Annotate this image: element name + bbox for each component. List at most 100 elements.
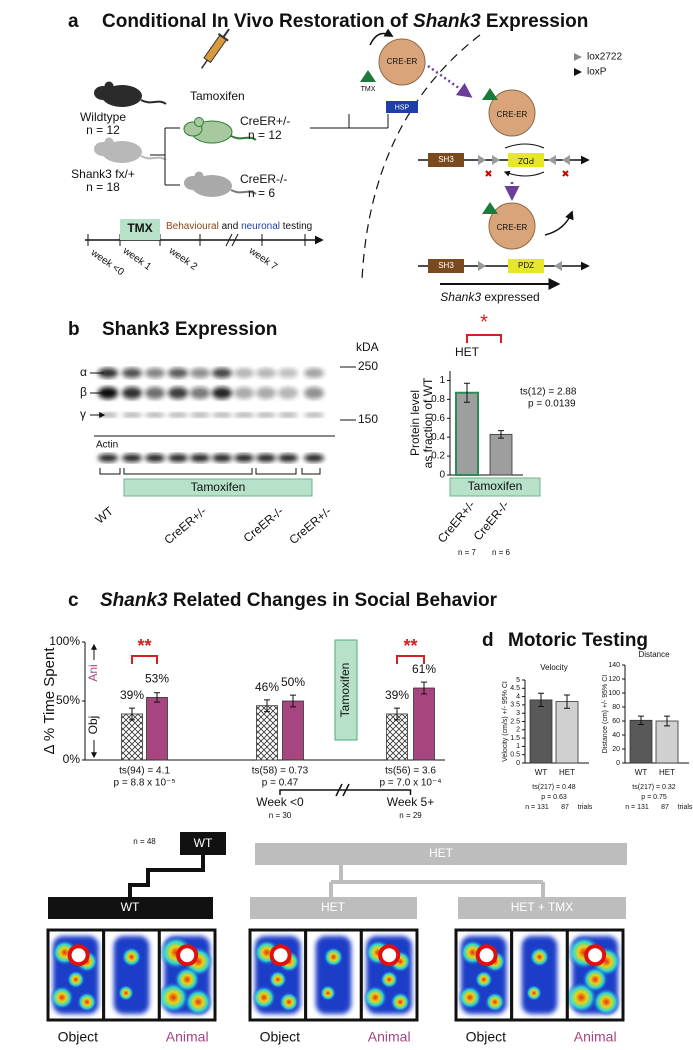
bar <box>256 705 278 761</box>
value-label: 39% <box>385 688 409 702</box>
y-axis-label: Distance (cm) +/- 95% CI <box>602 675 609 753</box>
arrow <box>505 143 545 176</box>
bar <box>121 713 143 761</box>
n-label: n = 30 <box>269 811 292 820</box>
hot-spot <box>251 985 276 1010</box>
significance: * <box>480 311 488 333</box>
error-bar <box>564 694 570 709</box>
tree-branch <box>329 865 545 897</box>
bar <box>282 700 304 761</box>
stat-label: p = 0.0139 <box>528 399 576 410</box>
x-tick-label: CreER+/- <box>435 498 478 546</box>
error-bar <box>498 430 504 439</box>
stat-label: ts(56) = 3.6 <box>385 766 436 777</box>
arrow <box>544 210 574 236</box>
group-n: n = 12 <box>248 128 282 142</box>
blot-band <box>145 387 165 399</box>
actin-band <box>122 454 142 462</box>
hot-spot <box>525 985 542 1001</box>
pdz-domain <box>508 153 544 167</box>
blot-band <box>278 412 298 418</box>
heatmap-cell <box>567 930 623 1020</box>
tmx-ligand <box>360 70 376 82</box>
actin-band <box>278 454 298 462</box>
x-tick-label: Week 5+ <box>387 795 434 809</box>
heatmap-cell <box>305 930 362 1020</box>
lane-label: CreER+/- <box>286 504 334 547</box>
split-bracket <box>150 127 180 186</box>
blot-band <box>98 387 118 399</box>
n-label: n = 7 <box>458 548 477 557</box>
lane-label: CreER-/- <box>241 504 286 545</box>
hot-spot <box>582 966 609 993</box>
treatment-bar <box>449 477 541 497</box>
y-tick-label: 60 <box>612 718 620 725</box>
hot-spot <box>319 985 336 1001</box>
hot-spot <box>174 966 201 993</box>
tree-label: HET + TMX <box>511 900 574 914</box>
tmx-ligand <box>482 202 498 214</box>
cell-frame <box>565 928 625 1022</box>
arrow <box>369 28 394 46</box>
value-label: 50% <box>281 675 305 689</box>
axis-break <box>335 783 350 797</box>
hot-spot <box>323 947 344 967</box>
blot-band <box>278 368 298 378</box>
sig-bracket <box>466 334 502 343</box>
hot-spot <box>184 988 213 1016</box>
testing-word: neuronal <box>241 221 280 232</box>
group-n: n = 18 <box>86 180 120 194</box>
title-part: Shank3 <box>413 11 481 32</box>
hsp-box <box>386 101 418 113</box>
mouse-icon <box>93 80 167 108</box>
testing-word: and <box>219 221 241 232</box>
y-tick-label: 1.5 <box>510 735 520 742</box>
lox-site <box>554 261 562 271</box>
error-bar <box>421 681 427 695</box>
bar <box>413 687 435 761</box>
stat-label: p = 0.47 <box>262 778 299 789</box>
hot-spot <box>268 970 287 989</box>
actin-band <box>98 454 118 462</box>
tmx-label: TMX <box>127 221 152 235</box>
bar <box>529 699 553 764</box>
het-root-box <box>255 843 627 865</box>
mw-marker: 250 <box>358 359 378 373</box>
n-unit: trials <box>578 804 593 811</box>
legend-label: Ani <box>86 664 100 681</box>
tmx-box <box>120 219 160 240</box>
x-tick-label: WT <box>535 768 548 777</box>
stimulus-ring <box>475 944 498 967</box>
treatment-label: Tamoxifen <box>338 663 352 718</box>
blot-band <box>212 368 232 378</box>
blot-band <box>304 368 324 378</box>
y-axis-label: Protein level <box>408 390 422 456</box>
band-label: α <box>80 365 87 379</box>
heatmap-cell <box>511 930 568 1020</box>
hot-spot <box>474 970 493 989</box>
cut-mark <box>485 170 569 177</box>
heatmap-cell <box>103 930 160 1020</box>
blot-band <box>234 412 254 418</box>
stat-label: ts(94) = 4.1 <box>119 766 170 777</box>
het-leaf-box <box>250 897 417 919</box>
arrow <box>427 64 473 98</box>
y-tick-label: 100% <box>49 634 80 648</box>
map-label: Animal <box>574 1029 617 1045</box>
het-tmx-leaf-box <box>458 897 626 919</box>
y-axis-label: Velocity (cm/s) +/- 95% CI <box>502 681 509 762</box>
error-bar <box>664 715 670 727</box>
stat-label: p = 8.8 x 10⁻⁵ <box>114 778 176 789</box>
blot-band <box>122 412 142 418</box>
membrane <box>361 34 481 281</box>
map-label: Object <box>260 1029 301 1045</box>
stimulus-ring <box>67 944 90 967</box>
group-n: n = 12 <box>86 123 120 137</box>
stat-label: p = 0.63 <box>541 794 567 801</box>
chaperone-label: HSP <box>395 104 410 111</box>
tree-label: HET <box>429 846 454 860</box>
stat-label: ts(217) = 0.48 <box>532 784 575 791</box>
bar <box>386 713 408 761</box>
heatmaps: Object Animal Object Animal Object Animal <box>46 928 625 1045</box>
